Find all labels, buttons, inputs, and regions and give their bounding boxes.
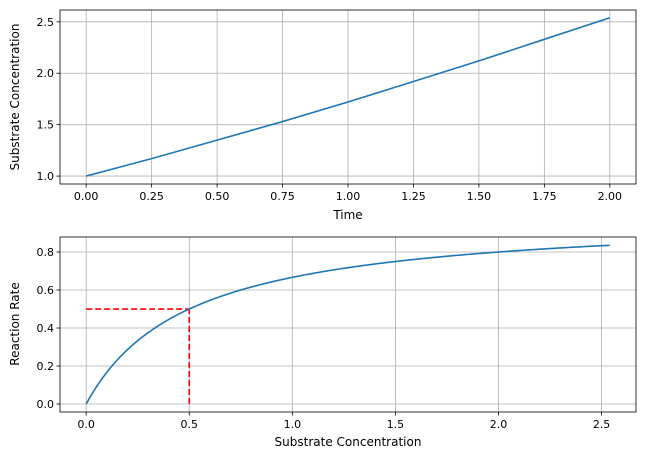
bottom-series-line — [85, 244, 610, 405]
top-plot-xlabel: Time — [332, 208, 362, 222]
top-series-line — [85, 16, 611, 177]
bottom-xtick-label: 1.0 — [284, 418, 302, 431]
bottom-plot-ylabel: Reaction Rate — [8, 282, 22, 365]
top-ytick-label: 2.5 — [37, 16, 55, 29]
bottom-ytick-label: 0.6 — [37, 284, 55, 297]
bottom-ytick-label: 0.0 — [37, 398, 55, 411]
top-xtick-label: 0.25 — [139, 190, 164, 203]
top-xtick-label: 2.00 — [598, 190, 623, 203]
top-xtick-label: 0.50 — [205, 190, 230, 203]
top-xtick-label: 1.00 — [336, 190, 361, 203]
bottom-xtick-label: 0.5 — [181, 418, 199, 431]
top-ytick-label: 1.5 — [37, 119, 55, 132]
top-plot: 0.00 0.25 0.50 0.75 1.00 1.25 1.50 1.75 2.00 1.0 1… — [8, 9, 637, 222]
top-xtick-label: 1.75 — [532, 190, 557, 203]
top-ytick-label: 2.0 — [37, 67, 55, 80]
bottom-ytick-label: 0.8 — [37, 246, 55, 259]
bottom-ytick-label: 0.2 — [37, 360, 55, 373]
top-xtick-label: 0.75 — [270, 190, 295, 203]
top-ytick-label: 1.0 — [37, 170, 55, 183]
bottom-plot: 0.0 0.5 1.0 1.5 2.0 2.5 0.0 0.2 0.4 0.6 0.8 Substr… — [8, 236, 637, 449]
bottom-plot-frame — [59, 236, 637, 413]
bottom-xtick-label: 0.0 — [77, 418, 95, 431]
bottom-xtick-label: 1.5 — [387, 418, 405, 431]
top-xtick-label: 1.50 — [467, 190, 492, 203]
top-plot-ylabel: Substrate Concentration — [8, 24, 22, 171]
bottom-ytick-label: 0.4 — [37, 322, 55, 335]
top-xtick-label: 0.00 — [74, 190, 99, 203]
bottom-xtick-label: 2.5 — [593, 418, 611, 431]
top-xtick-label: 1.25 — [401, 190, 426, 203]
bottom-xtick-label: 2.0 — [490, 418, 508, 431]
bottom-plot-xlabel: Substrate Concentration — [275, 435, 422, 449]
